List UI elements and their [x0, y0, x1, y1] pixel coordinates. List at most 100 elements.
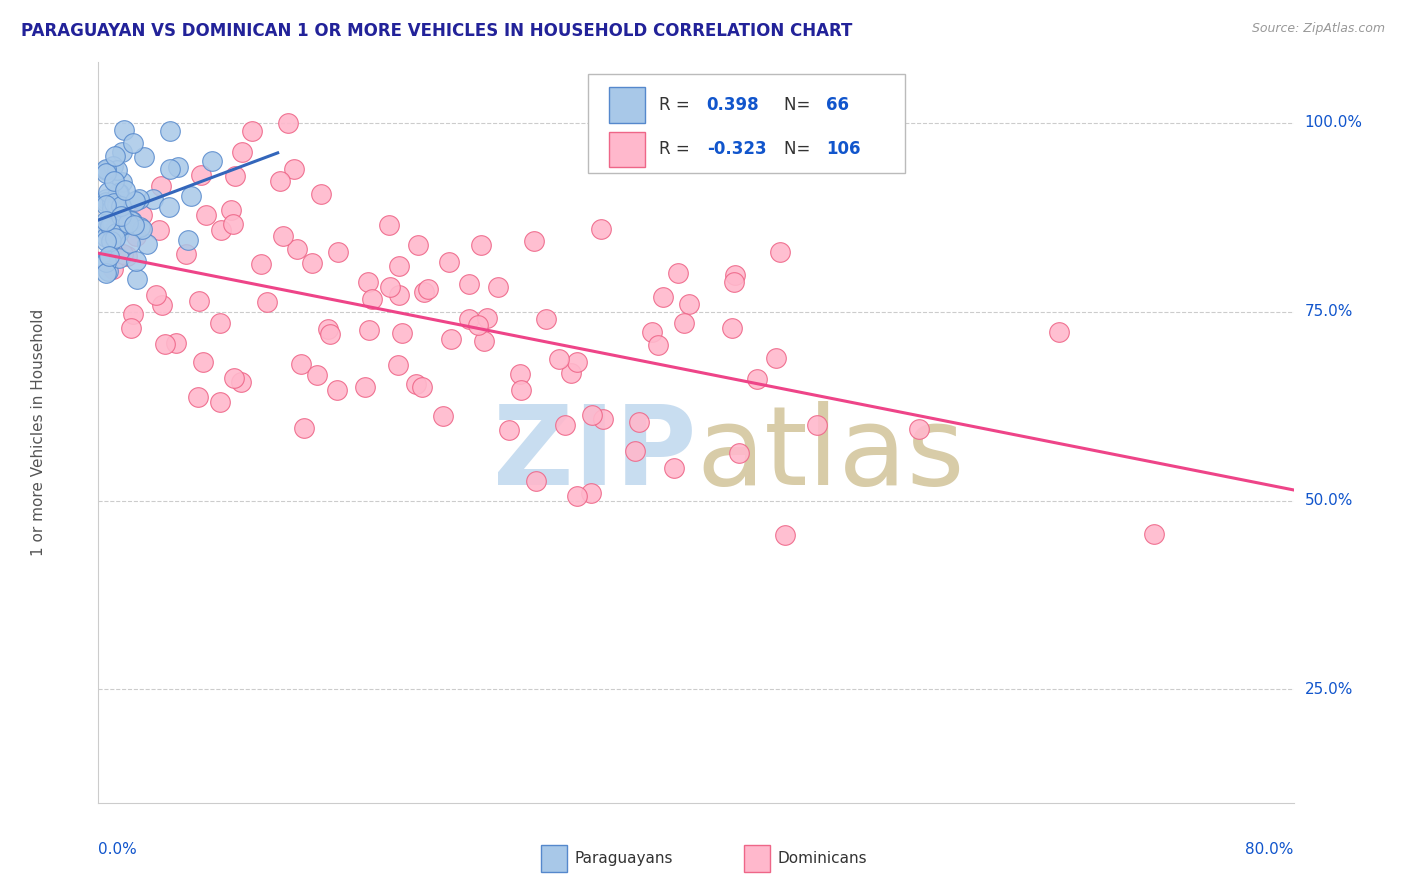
- Point: [110, 145, 132, 160]
- Point: [405, 376, 427, 391]
- Point: [627, 415, 650, 429]
- Point: [1047, 325, 1070, 339]
- Point: [115, 249, 138, 263]
- Point: [765, 351, 787, 366]
- Point: [194, 208, 217, 222]
- Point: [378, 219, 401, 233]
- Point: [723, 275, 745, 289]
- Point: [108, 226, 131, 240]
- Point: [353, 379, 375, 393]
- Point: [318, 322, 340, 336]
- Point: [406, 238, 429, 252]
- Point: [510, 383, 533, 397]
- Text: N=: N=: [785, 140, 815, 159]
- Text: ZIP: ZIP: [492, 401, 696, 508]
- Point: [486, 280, 509, 294]
- Point: [413, 285, 436, 299]
- Point: [104, 231, 127, 245]
- Point: [554, 417, 576, 432]
- Point: [411, 380, 433, 394]
- Point: [664, 461, 686, 475]
- Text: 1 or more Vehicles in Household: 1 or more Vehicles in Household: [31, 309, 46, 557]
- Point: [328, 244, 350, 259]
- Text: 0.0%: 0.0%: [98, 842, 138, 856]
- Point: [806, 417, 828, 432]
- Point: [125, 254, 148, 268]
- Point: [191, 355, 214, 369]
- Point: [724, 268, 747, 283]
- Point: [592, 412, 614, 426]
- Point: [224, 370, 246, 384]
- Point: [209, 316, 232, 330]
- Point: [548, 351, 571, 366]
- Point: [94, 254, 117, 268]
- Point: [498, 423, 520, 437]
- Point: [96, 214, 118, 228]
- Point: [120, 236, 142, 251]
- Text: R =: R =: [659, 140, 695, 159]
- Point: [721, 321, 744, 335]
- Point: [94, 198, 117, 212]
- Text: R =: R =: [659, 96, 695, 114]
- Point: [256, 295, 278, 310]
- Point: [418, 283, 440, 297]
- Point: [668, 266, 690, 280]
- Point: [361, 292, 384, 306]
- Point: [97, 186, 120, 200]
- Point: [97, 214, 120, 228]
- Point: [128, 219, 150, 234]
- Point: [623, 444, 645, 458]
- Point: [579, 486, 602, 500]
- Point: [277, 116, 299, 130]
- Point: [101, 216, 124, 230]
- Text: 0.398: 0.398: [707, 96, 759, 114]
- FancyBboxPatch shape: [589, 73, 905, 173]
- Point: [94, 192, 117, 206]
- Point: [108, 251, 131, 265]
- Point: [101, 202, 124, 216]
- Point: [107, 186, 129, 200]
- Point: [120, 321, 142, 335]
- Point: [111, 175, 134, 189]
- Point: [167, 160, 190, 174]
- Point: [98, 249, 121, 263]
- Point: [359, 323, 381, 337]
- Point: [387, 358, 409, 372]
- Text: 80.0%: 80.0%: [1246, 842, 1294, 856]
- Text: PARAGUAYAN VS DOMINICAN 1 OR MORE VEHICLES IN HOUSEHOLD CORRELATION CHART: PARAGUAYAN VS DOMINICAN 1 OR MORE VEHICL…: [21, 22, 852, 40]
- Point: [122, 307, 145, 321]
- Point: [458, 312, 481, 326]
- Point: [678, 297, 700, 311]
- Point: [120, 214, 142, 228]
- Point: [477, 310, 499, 325]
- Point: [174, 247, 197, 261]
- Point: [148, 223, 170, 237]
- Text: N=: N=: [785, 96, 815, 114]
- Point: [97, 263, 120, 277]
- Point: [523, 234, 546, 248]
- Point: [124, 194, 146, 208]
- Point: [283, 162, 305, 177]
- Text: -0.323: -0.323: [707, 140, 766, 159]
- Text: atlas: atlas: [696, 401, 965, 508]
- Point: [125, 271, 148, 285]
- Point: [104, 149, 127, 163]
- Point: [136, 237, 159, 252]
- Point: [388, 288, 411, 302]
- Point: [96, 194, 118, 209]
- Point: [114, 183, 136, 197]
- Point: [565, 355, 588, 369]
- Point: [242, 124, 264, 138]
- Point: [145, 288, 167, 302]
- Point: [432, 409, 454, 424]
- Point: [470, 238, 492, 252]
- Point: [219, 202, 242, 217]
- Point: [221, 217, 243, 231]
- Point: [437, 255, 460, 269]
- Point: [94, 230, 117, 244]
- Point: [128, 192, 150, 206]
- Point: [641, 326, 664, 340]
- Point: [652, 290, 675, 304]
- Point: [290, 357, 312, 371]
- Point: [122, 218, 145, 232]
